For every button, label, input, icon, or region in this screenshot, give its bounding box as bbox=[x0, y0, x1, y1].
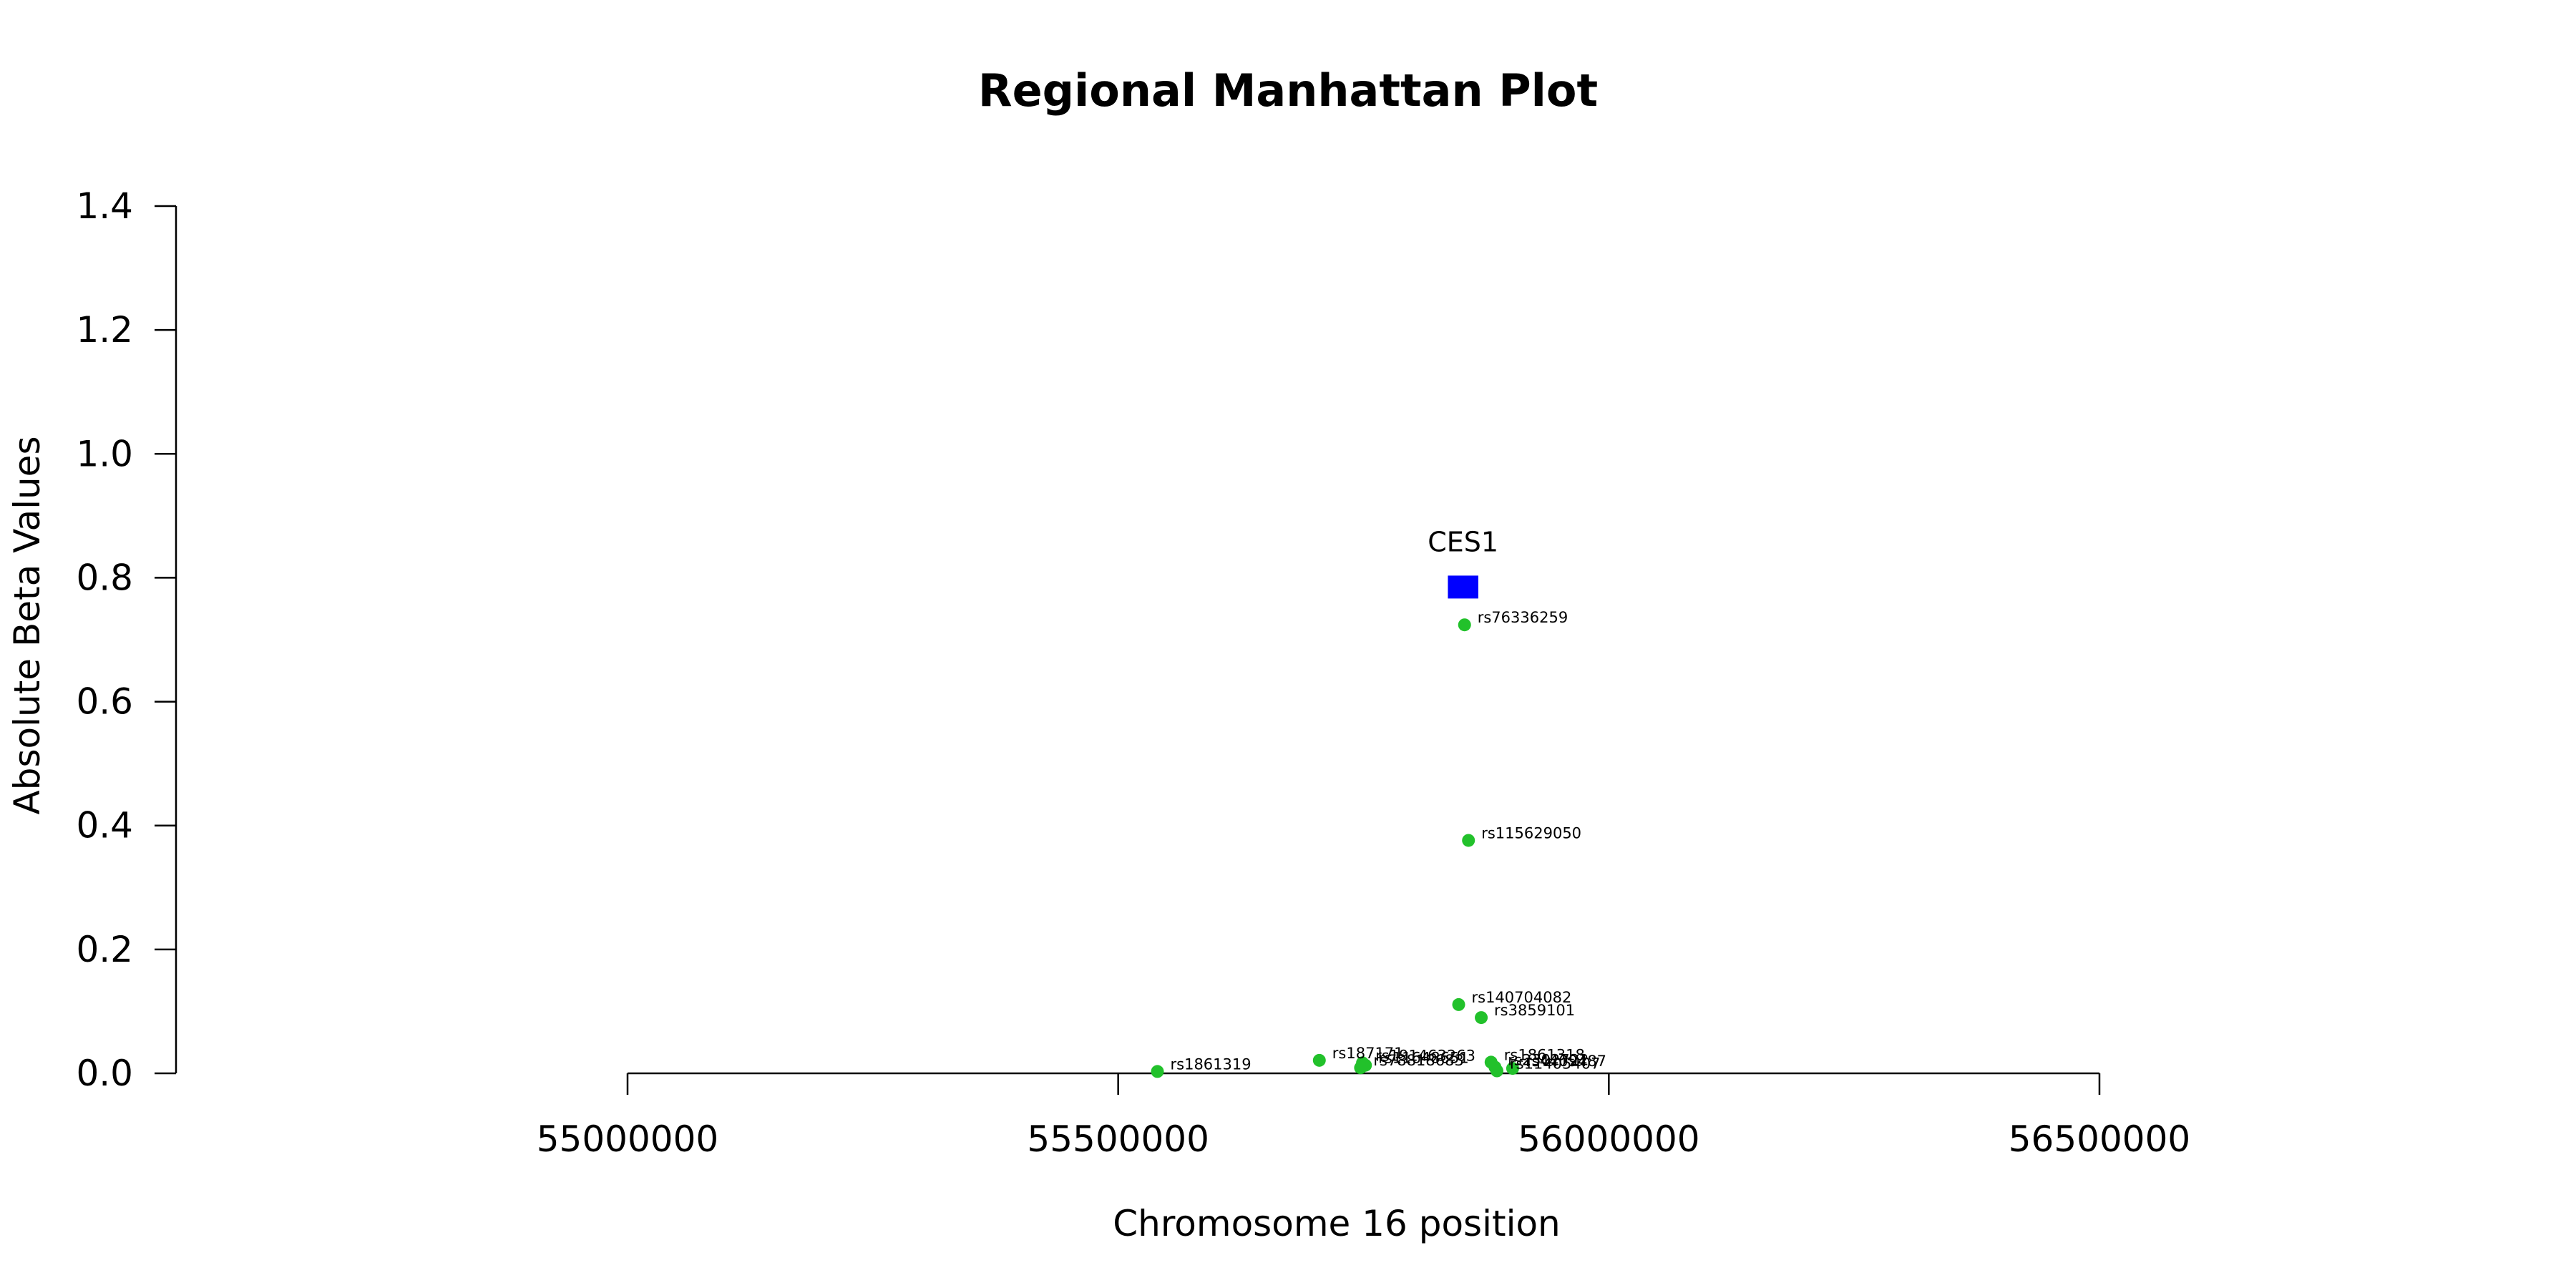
y-tick-label: 0.4 bbox=[76, 805, 133, 847]
x-tick-label: 55500000 bbox=[1027, 1118, 1209, 1160]
snp-label: rs191463263 bbox=[1375, 1047, 1475, 1064]
snp-label: rs11405407 bbox=[1510, 1055, 1600, 1073]
snp-point bbox=[1491, 1064, 1504, 1078]
snp-point bbox=[1452, 997, 1465, 1011]
y-tick-label: 0.6 bbox=[76, 681, 133, 723]
snp-label: rs2302722 bbox=[1508, 1051, 1589, 1068]
snp-labels: rs76336259 rs115629050 rs140704082rs385910… bbox=[1171, 609, 1607, 1073]
snp-label: rs115629050 bbox=[1481, 824, 1581, 841]
snp-point bbox=[1151, 1065, 1164, 1078]
y-tick-label: 1.0 bbox=[76, 433, 133, 474]
snp-point bbox=[1312, 1053, 1326, 1067]
snp-label: rs187171 bbox=[1332, 1045, 1404, 1062]
x-axis: 55000000 55500000 56000000 56500000 bbox=[537, 1072, 2191, 1160]
chart-title: Regional Manhattan Plot bbox=[978, 64, 1598, 117]
snp-points bbox=[1151, 618, 1519, 1078]
y-axis: 0.0 0.2 0.4 0.6 0.8 1.0 1.2 1.4 bbox=[76, 185, 177, 1094]
snp-point bbox=[1458, 618, 1471, 632]
y-tick-label: 0.0 bbox=[76, 1053, 133, 1094]
gene-box bbox=[1448, 575, 1478, 599]
y-tick-label: 1.4 bbox=[76, 185, 133, 227]
snp-label: rs11648651 bbox=[1378, 1050, 1468, 1067]
snp-label: rs1861319 bbox=[1171, 1055, 1252, 1073]
snp-label: rs4409487 bbox=[1526, 1053, 1606, 1070]
snp-label: rs78818683 bbox=[1373, 1052, 1463, 1069]
gene-annotations: CES1 bbox=[1428, 526, 1498, 599]
snp-point bbox=[1354, 1061, 1367, 1075]
y-tick-label: 0.2 bbox=[76, 929, 133, 970]
x-tick-label: 56500000 bbox=[2009, 1118, 2191, 1160]
x-tick-label: 55000000 bbox=[537, 1118, 719, 1160]
gene-label: CES1 bbox=[1428, 526, 1498, 557]
y-tick-label: 1.2 bbox=[76, 309, 133, 351]
x-tick-label: 56000000 bbox=[1518, 1118, 1700, 1160]
snp-point bbox=[1506, 1062, 1519, 1075]
snp-label: rs76336259 bbox=[1478, 609, 1568, 626]
snp-point bbox=[1462, 834, 1475, 847]
y-axis-title: Absolute Beta Values bbox=[6, 436, 48, 815]
snp-label: rs3859101 bbox=[1494, 1002, 1575, 1019]
x-axis-title: Chromosome 16 position bbox=[1113, 1203, 1561, 1244]
snp-point bbox=[1475, 1011, 1488, 1025]
snp-label: rs1861318 bbox=[1504, 1046, 1585, 1063]
y-tick-label: 0.8 bbox=[76, 557, 133, 598]
snp-label: rs140704082 bbox=[1472, 989, 1572, 1006]
